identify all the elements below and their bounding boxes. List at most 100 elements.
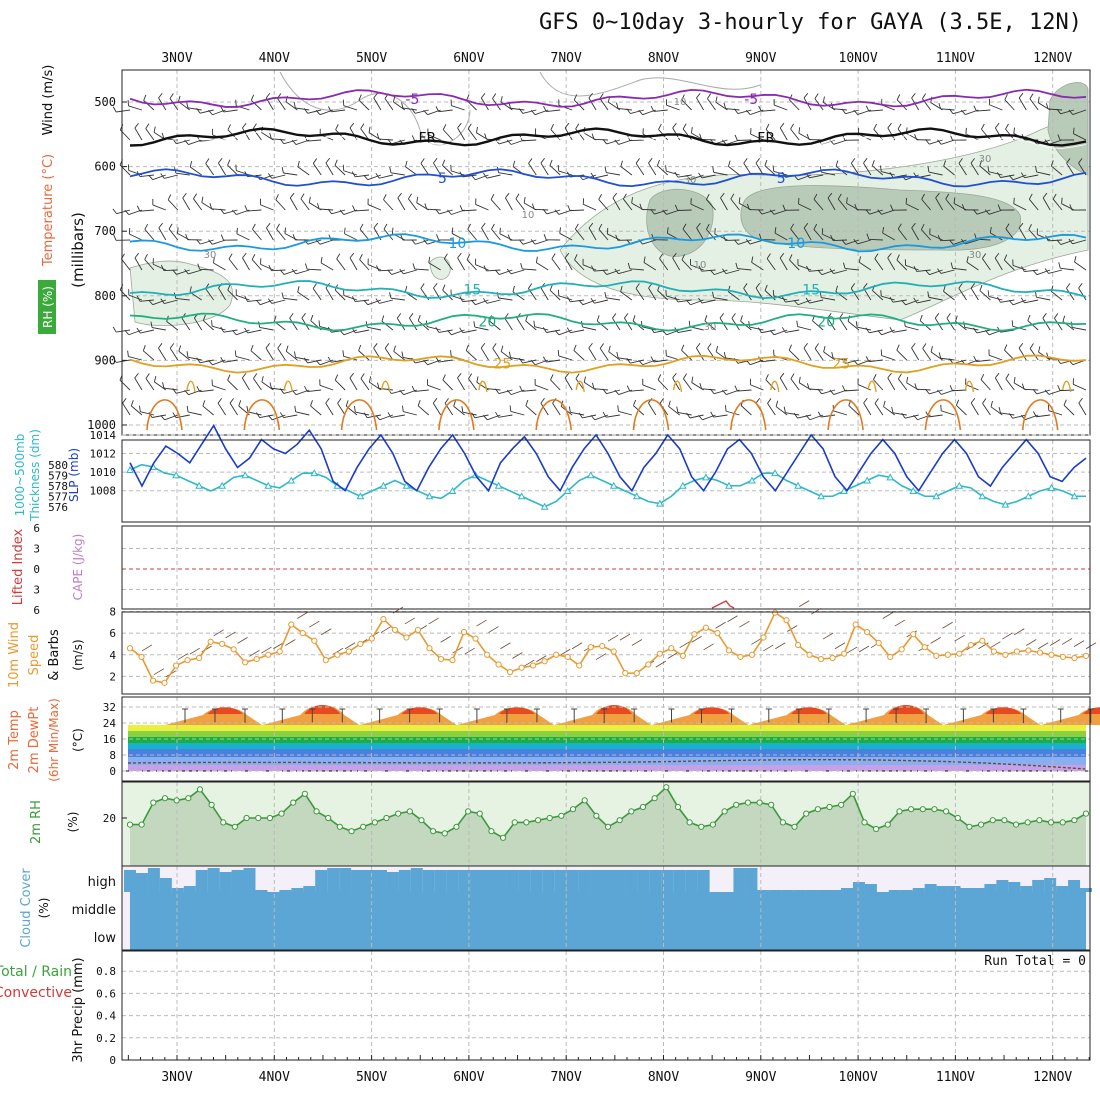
cloud-high-bar	[864, 884, 877, 892]
upper-wind-barb	[312, 163, 322, 176]
upper-wind-barb	[1066, 288, 1075, 301]
upper-wind-barb	[773, 329, 788, 336]
wind10-speed-point	[599, 643, 606, 650]
upper-wind-barb	[466, 259, 477, 271]
upper-wind-barb	[217, 402, 226, 416]
wind10-barb	[297, 612, 308, 619]
upper-wind-barb-flag	[345, 400, 349, 407]
upper-wind-barb-flag	[360, 373, 365, 379]
upper-wind-barb	[988, 354, 1003, 361]
wind10-barb	[261, 646, 272, 654]
upper-wind-barb	[462, 209, 477, 212]
cloud-high-bar	[900, 890, 913, 892]
wind10-speed-point	[403, 634, 410, 641]
upper-wind-barb-flag	[616, 351, 619, 358]
upper-wind-barb	[307, 239, 322, 245]
wind10-speed-point	[898, 646, 905, 653]
upper-wind-barb-flag	[710, 411, 715, 418]
upper-wind-barb-flag	[327, 208, 332, 215]
isotherm-loop	[380, 380, 391, 393]
upper-wind-barb-flag	[1013, 197, 1015, 204]
upper-wind-barb-flag	[793, 412, 798, 419]
upper-wind-barb-flag	[566, 327, 571, 333]
upper-wind-barb-flag	[772, 290, 775, 297]
upper-wind-barb-flag	[169, 93, 174, 99]
cloud-high-bar	[1056, 886, 1069, 892]
upper-wind-barb	[940, 269, 955, 274]
upper-wind-barb-flag	[518, 357, 524, 364]
upper-wind-barb	[764, 165, 776, 176]
thickness-frame	[121, 439, 1091, 523]
upper-wind-barb-flag	[775, 400, 779, 407]
wind10-yunits: (m/s)	[71, 639, 85, 670]
upper-wind-barb	[583, 203, 597, 211]
upper-wind-barb-flag	[196, 357, 201, 364]
upper-wind-barb-flag	[1068, 238, 1073, 245]
upper-wind-barb-flag	[946, 313, 951, 319]
upper-wind-barb	[606, 414, 621, 418]
upper-wind-barb-flag	[150, 321, 153, 328]
upper-wind-barb	[331, 109, 346, 113]
upper-wind-barb	[979, 165, 991, 176]
upper-wind-barb-flag	[588, 92, 593, 99]
wind10-barb	[571, 642, 583, 650]
upper-wind-barb-flag	[616, 102, 619, 109]
upper-wind-barb-flag	[696, 92, 701, 99]
upper-wind-barb-flag	[310, 400, 313, 407]
upper-wind-barb-flag	[672, 122, 677, 129]
upper-wind-barb	[940, 108, 955, 111]
temp-hump-hot	[693, 707, 730, 714]
upper-wind-barb	[152, 204, 167, 211]
cloud-high-bar	[243, 868, 256, 892]
upper-wind-barb-flag	[949, 239, 954, 245]
upper-wind-barb-flag	[1061, 197, 1063, 204]
upper-wind-barb	[1054, 318, 1063, 331]
upper-wind-barb	[534, 208, 549, 211]
upper-wind-barb-flag	[938, 352, 942, 359]
rh2m-point	[686, 819, 693, 826]
upper-wind-barb-flag	[632, 315, 636, 322]
cloud-high-bar	[339, 868, 352, 892]
upper-wind-barb	[283, 297, 298, 301]
upper-wind-barb-flag	[674, 171, 679, 178]
upper-wind-barb	[598, 199, 609, 211]
upper-wind-barb	[152, 174, 167, 181]
upper-wind-barb	[1018, 347, 1027, 361]
isotherm	[129, 168, 1087, 188]
upper-wind-barb-flag	[817, 269, 823, 275]
upper-wind-barb	[451, 170, 465, 176]
upper-wind-barb-flag	[172, 388, 177, 394]
upper-wind-barb-flag	[432, 398, 438, 404]
upper-wind-barb-flag	[1013, 376, 1016, 384]
upper-wind-barb	[199, 389, 214, 393]
rh2m-point	[604, 823, 612, 830]
cloud-high-bar	[912, 888, 925, 892]
upper-wind-barb	[397, 197, 406, 211]
rh-label: 30	[704, 322, 717, 333]
upper-wind-barb	[414, 389, 429, 392]
thickness-tick-label: 577	[48, 490, 68, 503]
upper-wind-barb	[657, 290, 669, 301]
wind10-speed-point	[149, 677, 157, 684]
upper-wind-barb	[657, 379, 669, 391]
upper-wind-barb	[570, 411, 585, 416]
upper-wind-barb	[349, 377, 358, 391]
upper-wind-barb	[958, 162, 967, 176]
wind10-tick-label: 6	[109, 627, 116, 640]
upper-wind-barb-flag	[468, 373, 473, 379]
upper-wind-barb	[151, 414, 166, 418]
upper-wind-barb	[725, 108, 740, 111]
cloud-high-bar	[578, 870, 591, 892]
date-label-top: 9NOV	[745, 51, 776, 66]
upper-wind-barb-flag	[442, 284, 446, 291]
upper-wind-barb-flag	[389, 292, 392, 299]
upper-wind-barb	[415, 109, 429, 114]
wind10-speed-point	[1048, 651, 1055, 658]
cloud-high-bar	[745, 868, 758, 892]
temp-hump-hot	[1082, 707, 1100, 714]
wind10-barb	[225, 631, 236, 639]
cloud-low-middle	[130, 892, 1086, 950]
upper-wind-barb	[193, 317, 203, 331]
upper-wind-barb	[892, 299, 907, 303]
upper-wind-barb-flag	[715, 96, 718, 103]
